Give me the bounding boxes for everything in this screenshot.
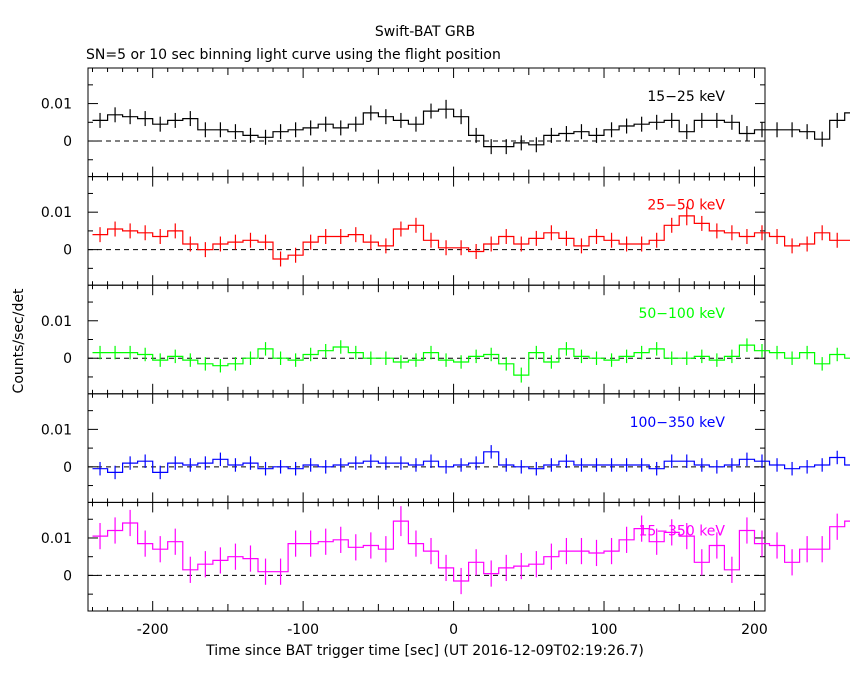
energy-band-label: 15−25 keV: [647, 89, 725, 105]
light-curve-step: [92, 108, 850, 148]
panel-frame: [87, 501, 766, 612]
y-tick-label: 0.01: [41, 422, 72, 438]
x-tick-label: -100: [287, 622, 319, 638]
panel-frame: [87, 393, 766, 503]
panel-2: 0 0.01 25−50 keV: [41, 176, 850, 286]
y-tick-label: 0.01: [41, 97, 72, 113]
y-tick-label: 0: [63, 243, 72, 259]
energy-band-label: 25−50 keV: [647, 198, 725, 214]
y-axis-label: Counts/sec/det: [11, 288, 27, 393]
y-tick-label: 0.01: [41, 531, 72, 547]
panel-frame: [87, 284, 766, 395]
y-tick-label: 0: [63, 134, 72, 150]
energy-band-label: 15−350 keV: [638, 523, 725, 539]
chart-title: Swift-BAT GRB: [375, 24, 475, 40]
light-curve-step: [92, 520, 850, 582]
panel-1: 0 0.01 15−25 keV: [41, 67, 850, 178]
y-tick-label: 0: [63, 351, 72, 367]
panels-group: 0 0.01 15−25 keV 0 0.01 25−50 keV 0 0.01 50−100 …: [41, 67, 850, 638]
energy-band-label: 50−100 keV: [638, 306, 725, 322]
panel-4: 0 0.01 100−350 keV: [41, 393, 850, 503]
light-curve-step: [92, 451, 850, 473]
x-tick-label: 0: [449, 622, 458, 638]
energy-band-label: 100−350 keV: [630, 415, 726, 431]
panel-3: 0 0.01 50−100 keV: [41, 284, 850, 395]
light-curve-step: [92, 215, 850, 260]
x-tick-label: 100: [591, 622, 618, 638]
x-tick-label: 200: [741, 622, 768, 638]
panel-frame: [87, 176, 766, 286]
y-tick-label: 0.01: [41, 205, 72, 221]
x-tick-label: -200: [137, 622, 169, 638]
panel-5: 0 0.01 15−350 keV: [41, 501, 850, 612]
y-tick-label: 0: [63, 568, 72, 584]
light-curve-step: [92, 344, 850, 376]
x-axis-label: Time since BAT trigger time [sec] (UT 20…: [205, 643, 644, 659]
y-tick-label: 0: [63, 460, 72, 476]
y-tick-label: 0.01: [41, 314, 72, 330]
chart-subtitle: SN=5 or 10 sec binning light curve using…: [86, 47, 501, 63]
